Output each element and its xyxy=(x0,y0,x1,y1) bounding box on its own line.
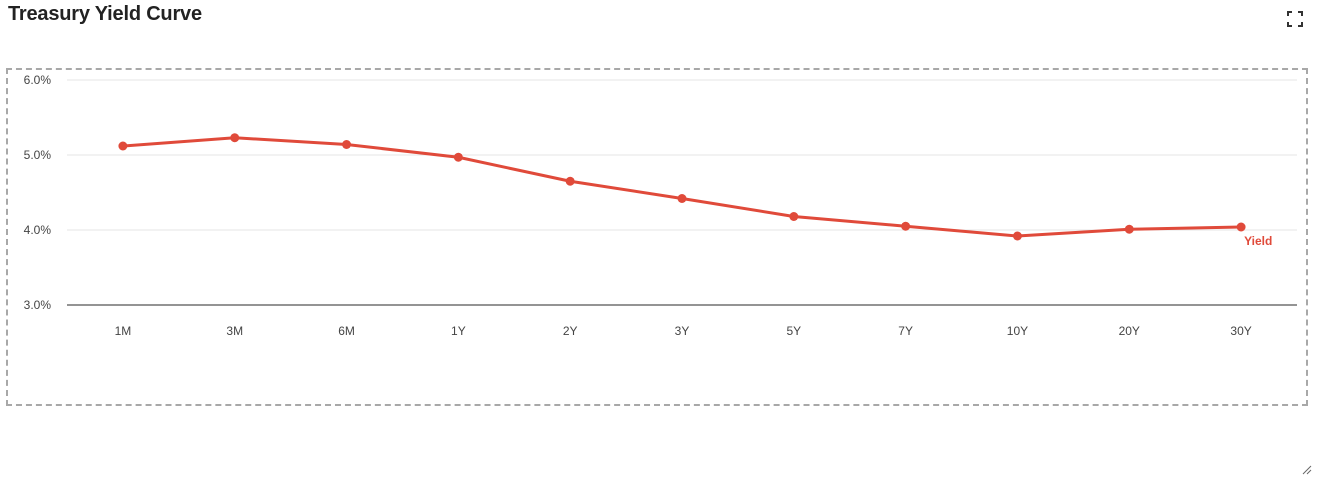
y-tick-label: 4.0% xyxy=(24,223,52,237)
y-tick-label: 5.0% xyxy=(24,148,52,162)
data-point[interactable] xyxy=(118,141,128,151)
x-tick-label: 6M xyxy=(338,324,355,338)
data-point[interactable] xyxy=(789,212,799,221)
chart-title: Treasury Yield Curve xyxy=(8,3,202,25)
x-tick-label: 5Y xyxy=(786,324,801,338)
data-point[interactable] xyxy=(1236,222,1246,232)
x-tick-label: 30Y xyxy=(1230,324,1251,338)
x-tick-label: 3M xyxy=(226,324,243,338)
y-tick-label: 3.0% xyxy=(24,298,52,312)
series-label-yield: Yield xyxy=(1244,234,1272,248)
yield-curve-chart: 6.0% 5.0% 4.0% 3.0% 1M 3M 6M 1Y 2Y 3Y 5Y 7Y 10Y 20Y 3… xyxy=(24,73,1297,338)
chart-container: 6.0% 5.0% 4.0% 3.0% 1M 3M 6M 1Y 2Y 3Y 5Y 7Y 10Y 20Y 3… xyxy=(6,68,1312,475)
resize-handle-icon[interactable] xyxy=(1300,462,1314,476)
data-point[interactable] xyxy=(342,140,352,149)
data-point[interactable] xyxy=(230,133,240,143)
data-point[interactable] xyxy=(677,194,687,203)
x-tick-label: 7Y xyxy=(898,324,913,338)
data-point[interactable] xyxy=(1012,231,1022,241)
data-point[interactable] xyxy=(1124,224,1134,234)
x-tick-label: 20Y xyxy=(1119,324,1140,338)
x-tick-label: 10Y xyxy=(1007,324,1028,338)
data-point[interactable] xyxy=(565,176,575,186)
x-tick-label: 1Y xyxy=(451,324,466,338)
x-tick-label: 1M xyxy=(115,324,132,338)
series-line-yield xyxy=(121,136,1243,238)
x-tick-label: 2Y xyxy=(563,324,578,338)
y-tick-label: 6.0% xyxy=(24,73,52,87)
expand-icon[interactable] xyxy=(1285,9,1305,29)
x-tick-label: 3Y xyxy=(675,324,690,338)
data-point[interactable] xyxy=(901,221,911,231)
data-point[interactable] xyxy=(453,152,463,162)
